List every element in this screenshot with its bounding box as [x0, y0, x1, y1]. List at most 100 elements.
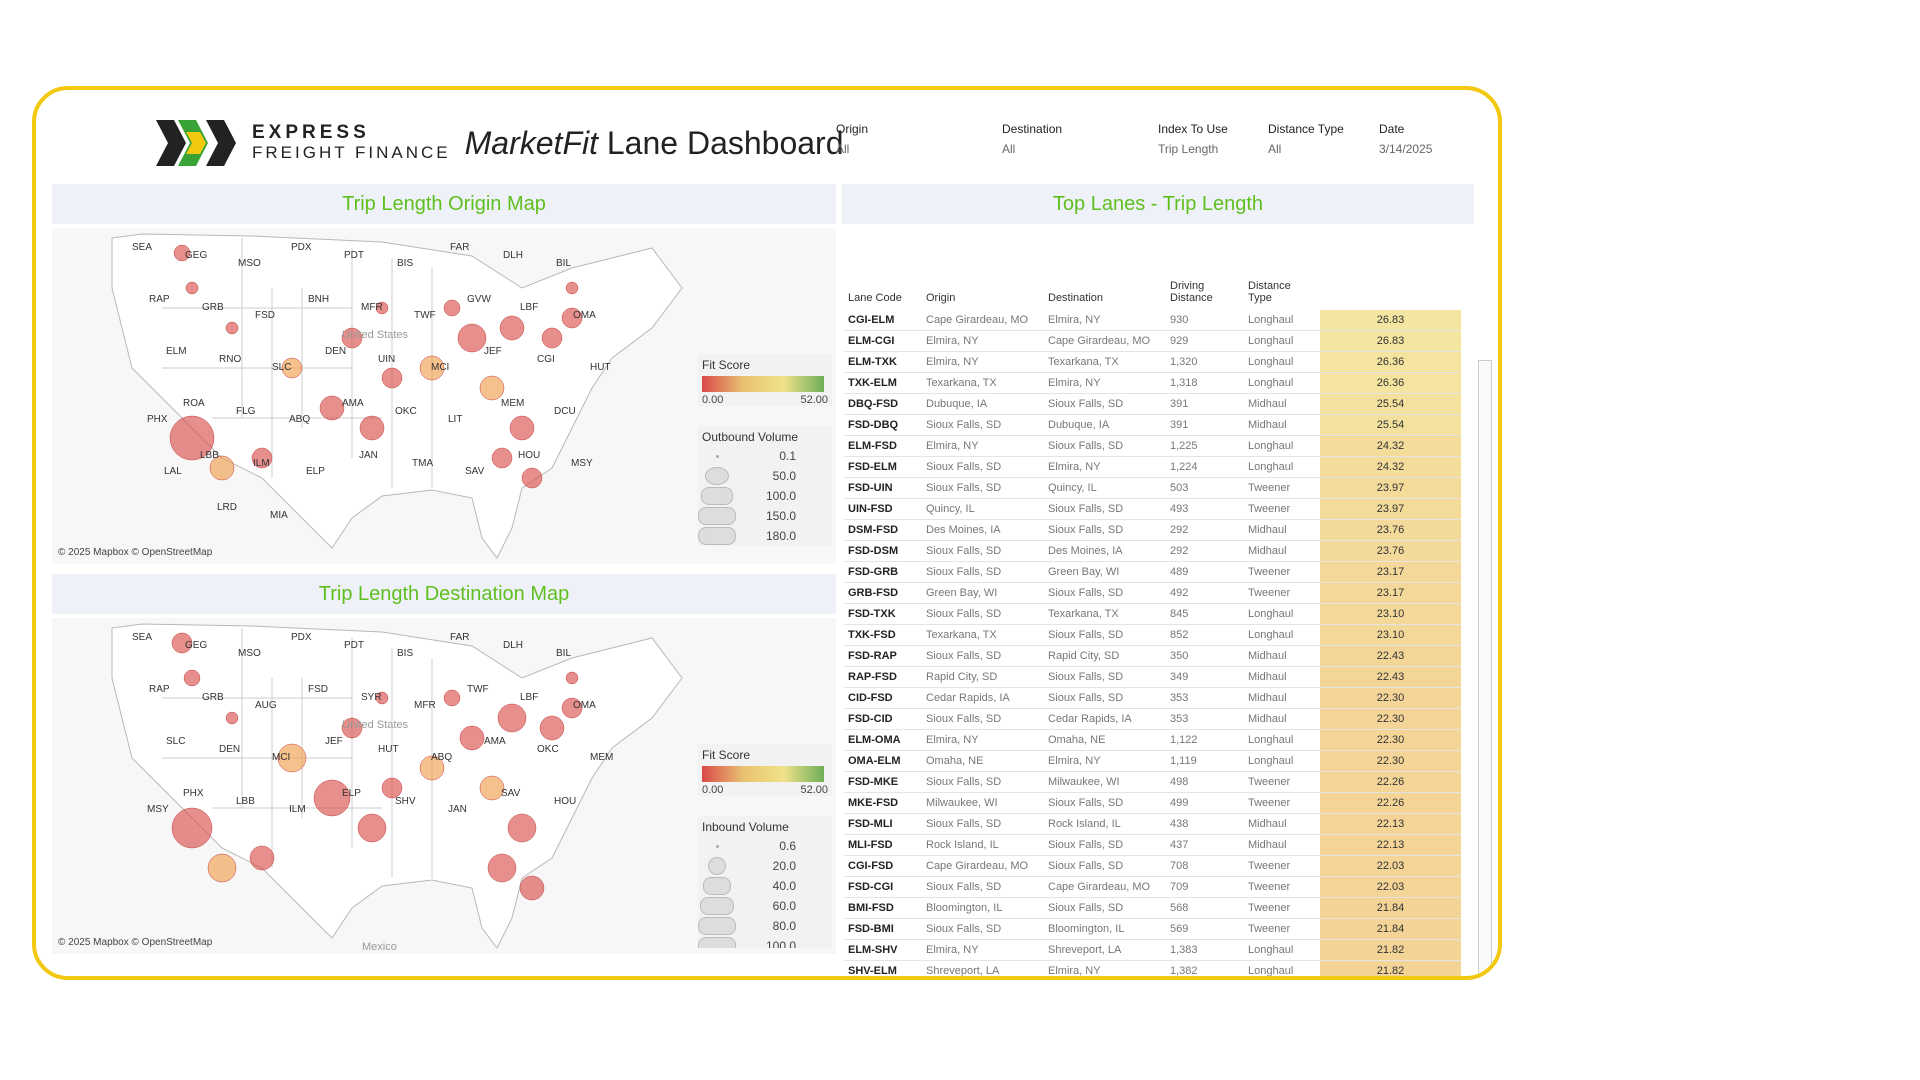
map-bubble[interactable] — [497, 703, 527, 733]
table-row[interactable]: FSD-UIN Sioux Falls, SD Quincy, IL 503 Tween… — [844, 477, 1461, 499]
table-row[interactable]: CID-FSD Cedar Rapids, IA Sioux Falls, SD 35… — [844, 687, 1461, 709]
lanes-scrollbar[interactable] — [1478, 360, 1492, 976]
destination-map-canvas[interactable]: SEA GEG MSO PDX PDT BIS FAR DLH BIL RAP GRB AUG FSD S… — [52, 618, 836, 954]
table-row[interactable]: MLI-FSD Rock Island, IL Sioux Falls, SD 437… — [844, 834, 1461, 856]
table-row[interactable]: ELM-FSD Elmira, NY Sioux Falls, SD 1,225 Lon… — [844, 435, 1461, 457]
map-bubble[interactable] — [507, 813, 537, 843]
filter-destination[interactable]: Destination All — [1002, 122, 1063, 156]
map-bubble[interactable] — [419, 755, 445, 781]
table-row[interactable]: MKE-FSD Milwaukee, WI Sioux Falls, SD 499 Tw… — [844, 792, 1461, 814]
map-bubble[interactable] — [521, 467, 543, 489]
map-bubble[interactable] — [539, 715, 565, 741]
table-row[interactable]: BMI-FSD Bloomington, IL Sioux Falls, SD 568… — [844, 897, 1461, 919]
map-bubble[interactable] — [225, 711, 239, 725]
origin-map[interactable]: SEA GEG MSO PDX PDT BIS FAR DLH BIL RAP GRB FSD BNH M… — [52, 228, 836, 564]
map-bubble[interactable] — [561, 697, 583, 719]
map-bubble[interactable] — [479, 775, 505, 801]
map-bubble[interactable] — [519, 875, 545, 901]
table-row[interactable]: CGI-ELM Cape Girardeau, MO Elmira, NY 930 Lo… — [844, 310, 1461, 331]
map-bubble[interactable] — [185, 281, 199, 295]
map-bubble[interactable] — [457, 323, 487, 353]
map-bubble[interactable] — [359, 415, 385, 441]
map-bubble[interactable] — [171, 807, 213, 849]
col-origin[interactable]: Origin — [926, 292, 956, 304]
table-row[interactable]: FSD-DBQ Sioux Falls, SD Dubuque, IA 391 Midh… — [844, 414, 1461, 436]
table-row[interactable]: RAP-FSD Rapid City, SD Sioux Falls, SD 349 M… — [844, 666, 1461, 688]
map-bubble[interactable] — [381, 367, 403, 389]
map-bubble[interactable] — [173, 244, 191, 262]
map-bubble[interactable] — [319, 395, 345, 421]
map-bubble[interactable] — [207, 853, 237, 883]
table-row[interactable]: FSD-RAP Sioux Falls, SD Rapid City, SD 350 M… — [844, 645, 1461, 667]
table-row[interactable]: FSD-ELM Sioux Falls, SD Elmira, NY 1,224 Lon… — [844, 456, 1461, 478]
table-row[interactable]: FSD-CID Sioux Falls, SD Cedar Rapids, IA 35… — [844, 708, 1461, 730]
lane-distance-type: Midhaul — [1244, 834, 1320, 856]
col-distance-type[interactable]: Distance Type — [1248, 280, 1291, 304]
table-row[interactable]: DBQ-FSD Dubuque, IA Sioux Falls, SD 391 Midh… — [844, 393, 1461, 415]
lane-distance-type: Tweener — [1244, 918, 1320, 940]
map-bubble[interactable] — [443, 689, 461, 707]
filter-index[interactable]: Index To Use Trip Length — [1158, 122, 1228, 156]
map-bubble[interactable] — [443, 299, 461, 317]
table-row[interactable]: TXK-ELM Texarkana, TX Elmira, NY 1,318 Longh… — [844, 372, 1461, 394]
table-row[interactable]: ELM-TXK Elmira, NY Texarkana, TX 1,320 Longh… — [844, 351, 1461, 373]
table-row[interactable]: ELM-OMA Elmira, NY Omaha, NE 1,122 Longhaul 2… — [844, 729, 1461, 751]
table-row[interactable]: TXK-FSD Texarkana, TX Sioux Falls, SD 852 Lo… — [844, 624, 1461, 646]
map-bubble[interactable] — [565, 671, 579, 685]
map-bubble[interactable] — [169, 415, 215, 461]
table-row[interactable]: FSD-GRB Sioux Falls, SD Green Bay, WI 489 Tw… — [844, 561, 1461, 583]
col-driving-distance[interactable]: Driving Distance — [1170, 280, 1213, 304]
map-bubble[interactable] — [375, 301, 389, 315]
map-bubble[interactable] — [357, 813, 387, 843]
table-row[interactable]: FSD-DSM Sioux Falls, SD Des Moines, IA 292 M… — [844, 540, 1461, 562]
map-bubble[interactable] — [419, 355, 445, 381]
filter-distance-type[interactable]: Distance Type All — [1268, 122, 1344, 156]
table-row[interactable]: FSD-MLI Sioux Falls, SD Rock Island, IL 438… — [844, 813, 1461, 835]
table-row[interactable]: FSD-BMI Sioux Falls, SD Bloomington, IL 569… — [844, 918, 1461, 940]
map-bubble[interactable] — [509, 415, 535, 441]
map-bubble[interactable] — [225, 321, 239, 335]
map-bubble[interactable] — [459, 725, 485, 751]
lane-distance-type: Midhaul — [1244, 666, 1320, 688]
origin-map-canvas[interactable]: SEA GEG MSO PDX PDT BIS FAR DLH BIL RAP GRB FSD BNH M… — [52, 228, 836, 564]
map-bubble[interactable] — [277, 743, 307, 773]
lanes-table-container[interactable]: Lane Code Origin Destination Driving Dis… — [844, 260, 1474, 976]
map-bubble[interactable] — [249, 845, 275, 871]
table-row[interactable]: GRB-FSD Green Bay, WI Sioux Falls, SD 492 Tw… — [844, 582, 1461, 604]
map-bubble[interactable] — [281, 357, 303, 379]
map-bubble[interactable] — [499, 315, 525, 341]
table-row[interactable]: SHV-ELM Shreveport, LA Elmira, NY 1,382 Long… — [844, 960, 1461, 976]
map-bubble[interactable] — [341, 717, 363, 739]
table-row[interactable]: CGI-FSD Cape Girardeau, MO Sioux Falls, SD… — [844, 855, 1461, 877]
map-bubble[interactable] — [565, 281, 579, 295]
us-outline — [111, 233, 683, 559]
map-bubble[interactable] — [381, 777, 403, 799]
map-bubble[interactable] — [251, 447, 273, 469]
map-bubble[interactable] — [561, 307, 583, 329]
map-bubble[interactable] — [541, 327, 563, 349]
map-bubble[interactable] — [313, 779, 351, 817]
map-bubble[interactable] — [491, 447, 513, 469]
lane-destination: Cedar Rapids, IA — [1044, 708, 1166, 730]
map-bubble[interactable] — [479, 375, 505, 401]
table-row[interactable]: UIN-FSD Quincy, IL Sioux Falls, SD 493 Tween… — [844, 498, 1461, 520]
table-row[interactable]: ELM-CGI Elmira, NY Cape Girardeau, MO 929 Lo… — [844, 330, 1461, 352]
table-row[interactable]: OMA-ELM Omaha, NE Elmira, NY 1,119 Longhaul 2… — [844, 750, 1461, 772]
city-label: ELM — [166, 346, 187, 357]
table-row[interactable]: ELM-SHV Elmira, NY Shreveport, LA 1,383 Long… — [844, 939, 1461, 961]
destination-map[interactable]: SEA GEG MSO PDX PDT BIS FAR DLH BIL RAP GRB AUG FSD S… — [52, 618, 836, 954]
map-bubble[interactable] — [209, 455, 235, 481]
filter-date[interactable]: Date 3/14/2025 — [1379, 122, 1433, 156]
map-bubble[interactable] — [375, 691, 389, 705]
filter-origin[interactable]: Origin All — [836, 122, 869, 156]
col-destination[interactable]: Destination — [1048, 292, 1104, 304]
table-row[interactable]: FSD-MKE Sioux Falls, SD Milwaukee, WI 498 Tw… — [844, 771, 1461, 793]
map-bubble[interactable] — [171, 632, 193, 654]
col-lane-code[interactable]: Lane Code — [848, 292, 902, 304]
table-row[interactable]: DSM-FSD Des Moines, IA Sioux Falls, SD 292 M… — [844, 519, 1461, 541]
map-bubble[interactable] — [341, 327, 363, 349]
map-bubble[interactable] — [487, 853, 517, 883]
table-row[interactable]: FSD-CGI Sioux Falls, SD Cape Girardeau, MO… — [844, 876, 1461, 898]
table-row[interactable]: FSD-TXK Sioux Falls, SD Texarkana, TX 845 Lo… — [844, 603, 1461, 625]
map-bubble[interactable] — [183, 669, 201, 687]
